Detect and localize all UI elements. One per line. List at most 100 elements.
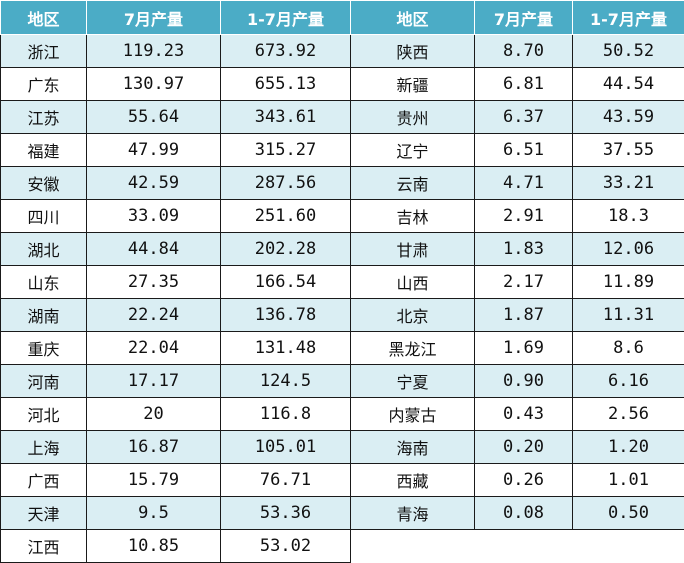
- ytd-output-cell: 33.21: [572, 166, 684, 200]
- ytd-output-cell: 50.52: [572, 34, 684, 68]
- july-output-cell: 0.43: [474, 397, 573, 431]
- region-cell: 上海: [0, 430, 87, 464]
- header-row: 地区 7月产量 1-7月产量 地区 7月产量 1-7月产量: [0, 0, 684, 35]
- july-output-cell: 0.08: [474, 496, 573, 530]
- region-cell: 北京: [350, 298, 475, 332]
- region-cell: 贵州: [350, 100, 475, 134]
- region-cell: 湖南: [0, 298, 87, 332]
- region-cell: 四川: [0, 199, 87, 233]
- table-row: 广东 130.97 655.13 新疆 6.81 44.54: [0, 67, 684, 101]
- table-row: 天津 9.5 53.36 青海 0.08 0.50: [0, 496, 684, 530]
- july-output-cell: 6.51: [474, 133, 573, 167]
- table-row: 广西 15.79 76.71 西藏 0.26 1.01: [0, 463, 684, 497]
- ytd-output-cell: 655.13: [220, 67, 351, 101]
- july-output-cell: 22.24: [86, 298, 221, 332]
- region-cell: 广西: [0, 463, 87, 497]
- july-output-cell: 42.59: [86, 166, 221, 200]
- table-row: 湖南 22.24 136.78 北京 1.87 11.31: [0, 298, 684, 332]
- july-output-cell: 20: [86, 397, 221, 431]
- region-cell: 河北: [0, 397, 87, 431]
- header-ytd-left: 1-7月产量: [220, 0, 351, 35]
- empty-cell: [572, 529, 684, 563]
- ytd-output-cell: 12.06: [572, 232, 684, 266]
- table-body: 浙江 119.23 673.92 陕西 8.70 50.52 广东 130.97 655.13 新…: [0, 34, 684, 563]
- table-row: 四川 33.09 251.60 吉林 2.91 18.3: [0, 199, 684, 233]
- header-july-right: 7月产量: [474, 0, 573, 35]
- region-cell: 山西: [350, 265, 475, 299]
- empty-cell: [350, 529, 475, 563]
- ytd-output-cell: 251.60: [220, 199, 351, 233]
- region-cell: 宁夏: [350, 364, 475, 398]
- july-output-cell: 10.85: [86, 529, 221, 563]
- region-cell: 云南: [350, 166, 475, 200]
- july-output-cell: 8.70: [474, 34, 573, 68]
- july-output-cell: 0.20: [474, 430, 573, 464]
- region-cell: 辽宁: [350, 133, 475, 167]
- region-cell: 重庆: [0, 331, 87, 365]
- ytd-output-cell: 53.36: [220, 496, 351, 530]
- ytd-output-cell: 11.31: [572, 298, 684, 332]
- header-region-right: 地区: [350, 0, 475, 35]
- region-cell: 河南: [0, 364, 87, 398]
- ytd-output-cell: 116.8: [220, 397, 351, 431]
- july-output-cell: 2.17: [474, 265, 573, 299]
- ytd-output-cell: 18.3: [572, 199, 684, 233]
- ytd-output-cell: 124.5: [220, 364, 351, 398]
- ytd-output-cell: 315.27: [220, 133, 351, 167]
- july-output-cell: 6.37: [474, 100, 573, 134]
- ytd-output-cell: 2.56: [572, 397, 684, 431]
- empty-cell: [474, 529, 573, 563]
- header-july-left: 7月产量: [86, 0, 221, 35]
- ytd-output-cell: 166.54: [220, 265, 351, 299]
- region-cell: 海南: [350, 430, 475, 464]
- region-cell: 青海: [350, 496, 475, 530]
- table-row: 江西 10.85 53.02: [0, 529, 684, 563]
- ytd-output-cell: 343.61: [220, 100, 351, 134]
- region-cell: 江苏: [0, 100, 87, 134]
- region-cell: 黑龙江: [350, 331, 475, 365]
- region-cell: 山东: [0, 265, 87, 299]
- table-row: 河北 20 116.8 内蒙古 0.43 2.56: [0, 397, 684, 431]
- region-cell: 甘肃: [350, 232, 475, 266]
- july-output-cell: 44.84: [86, 232, 221, 266]
- ytd-output-cell: 202.28: [220, 232, 351, 266]
- header-ytd-right: 1-7月产量: [572, 0, 684, 35]
- ytd-output-cell: 1.20: [572, 430, 684, 464]
- july-output-cell: 6.81: [474, 67, 573, 101]
- july-output-cell: 17.17: [86, 364, 221, 398]
- table-row: 浙江 119.23 673.92 陕西 8.70 50.52: [0, 34, 684, 68]
- ytd-output-cell: 8.6: [572, 331, 684, 365]
- table-row: 江苏 55.64 343.61 贵州 6.37 43.59: [0, 100, 684, 134]
- region-cell: 福建: [0, 133, 87, 167]
- july-output-cell: 4.71: [474, 166, 573, 200]
- table-row: 福建 47.99 315.27 辽宁 6.51 37.55: [0, 133, 684, 167]
- july-output-cell: 27.35: [86, 265, 221, 299]
- ytd-output-cell: 1.01: [572, 463, 684, 497]
- region-cell: 吉林: [350, 199, 475, 233]
- table-row: 河南 17.17 124.5 宁夏 0.90 6.16: [0, 364, 684, 398]
- ytd-output-cell: 131.48: [220, 331, 351, 365]
- table-row: 安徽 42.59 287.56 云南 4.71 33.21: [0, 166, 684, 200]
- region-cell: 内蒙古: [350, 397, 475, 431]
- ytd-output-cell: 37.55: [572, 133, 684, 167]
- region-cell: 浙江: [0, 34, 87, 68]
- ytd-output-cell: 76.71: [220, 463, 351, 497]
- july-output-cell: 1.83: [474, 232, 573, 266]
- ytd-output-cell: 6.16: [572, 364, 684, 398]
- table-row: 重庆 22.04 131.48 黑龙江 1.69 8.6: [0, 331, 684, 365]
- ytd-output-cell: 43.59: [572, 100, 684, 134]
- july-output-cell: 0.90: [474, 364, 573, 398]
- ytd-output-cell: 0.50: [572, 496, 684, 530]
- july-output-cell: 15.79: [86, 463, 221, 497]
- region-cell: 陕西: [350, 34, 475, 68]
- region-cell: 江西: [0, 529, 87, 563]
- july-output-cell: 47.99: [86, 133, 221, 167]
- july-output-cell: 119.23: [86, 34, 221, 68]
- july-output-cell: 1.69: [474, 331, 573, 365]
- header-region-left: 地区: [0, 0, 87, 35]
- ytd-output-cell: 105.01: [220, 430, 351, 464]
- ytd-output-cell: 673.92: [220, 34, 351, 68]
- table-row: 上海 16.87 105.01 海南 0.20 1.20: [0, 430, 684, 464]
- region-cell: 广东: [0, 67, 87, 101]
